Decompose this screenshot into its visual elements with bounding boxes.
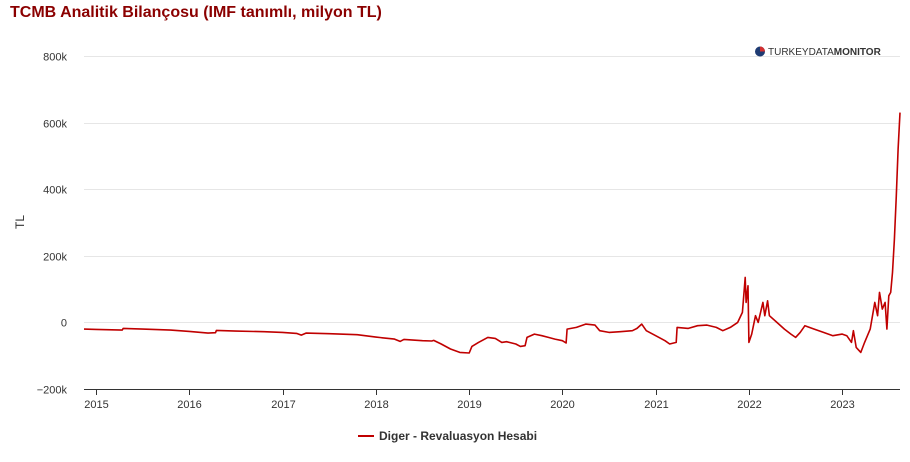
y-tick-label: 400k [43,185,67,197]
y-tick-label: 800k [43,52,67,64]
brand-middle: DATA [809,47,835,58]
x-tick-label: 2020 [550,399,574,411]
legend-label[interactable]: Diger - Revaluasyon Hesabi [379,429,537,443]
x-axis-ticks: 2015 2016 2017 2018 2019 2020 2021 2022 2023 [84,389,855,411]
x-tick-label: 2015 [84,399,108,411]
y-axis-label: TL [13,215,27,229]
brand-prefix: TURKEY [768,47,809,58]
y-tick-label: 200k [43,252,67,264]
grid-lines [84,56,900,323]
y-axis-ticks: 800k 600k 400k 200k 0 −200k [37,52,68,397]
x-tick-label: 2021 [644,399,668,411]
y-tick-label: 600k [43,119,67,131]
chart-title: TCMB Analitik Bilançosu (IMF tanımlı, mi… [10,4,382,21]
x-tick-label: 2018 [364,399,388,411]
x-tick-label: 2017 [271,399,295,411]
x-tick-label: 2022 [737,399,761,411]
y-tick-label: 0 [61,318,67,330]
y-tick-label: −200k [37,385,68,397]
brand-watermark: TURKEYDATAMONITOR [755,46,882,58]
x-tick-label: 2016 [177,399,201,411]
brand-logo-accent-icon [760,46,765,52]
x-tick-label: 2019 [457,399,481,411]
brand-suffix: MONITOR [834,47,882,58]
series-line [83,112,901,354]
series-group [83,112,901,354]
legend[interactable]: Diger - Revaluasyon Hesabi [358,429,537,443]
x-tick-label: 2023 [830,399,854,411]
brand-text: TURKEYDATAMONITOR [768,47,882,58]
